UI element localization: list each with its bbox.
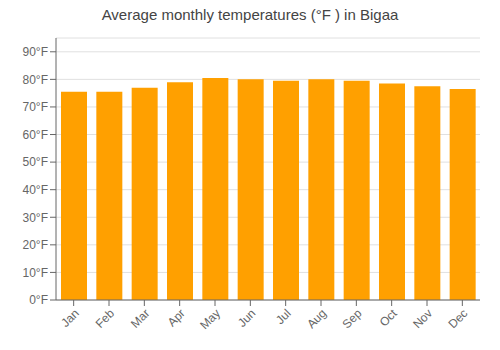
svg-text:Dec: Dec [445,306,470,331]
svg-text:Sep: Sep [339,306,364,331]
svg-text:10°F: 10°F [23,266,48,280]
svg-text:0°F: 0°F [29,293,48,307]
svg-text:Feb: Feb [93,306,118,331]
svg-text:90°F: 90°F [23,45,48,59]
svg-text:May: May [197,306,223,332]
svg-text:Oct: Oct [377,306,401,330]
svg-text:Jun: Jun [235,306,259,330]
svg-text:Aug: Aug [304,306,329,331]
svg-text:60°F: 60°F [23,128,48,142]
svg-text:Mar: Mar [128,306,153,331]
svg-text:Jul: Jul [273,306,294,327]
svg-text:30°F: 30°F [23,211,48,225]
svg-text:Jan: Jan [58,306,82,330]
svg-text:70°F: 70°F [23,100,48,114]
svg-text:Nov: Nov [410,306,435,331]
svg-text:80°F: 80°F [23,73,48,87]
svg-text:Apr: Apr [165,306,188,329]
html-text:Average monthly temperatures (: Average monthly temperatures (°F ) in Bi… [101,6,399,23]
svg-text:50°F: 50°F [23,155,48,169]
svg-text:40°F: 40°F [23,183,48,197]
svg-text:20°F: 20°F [23,238,48,252]
